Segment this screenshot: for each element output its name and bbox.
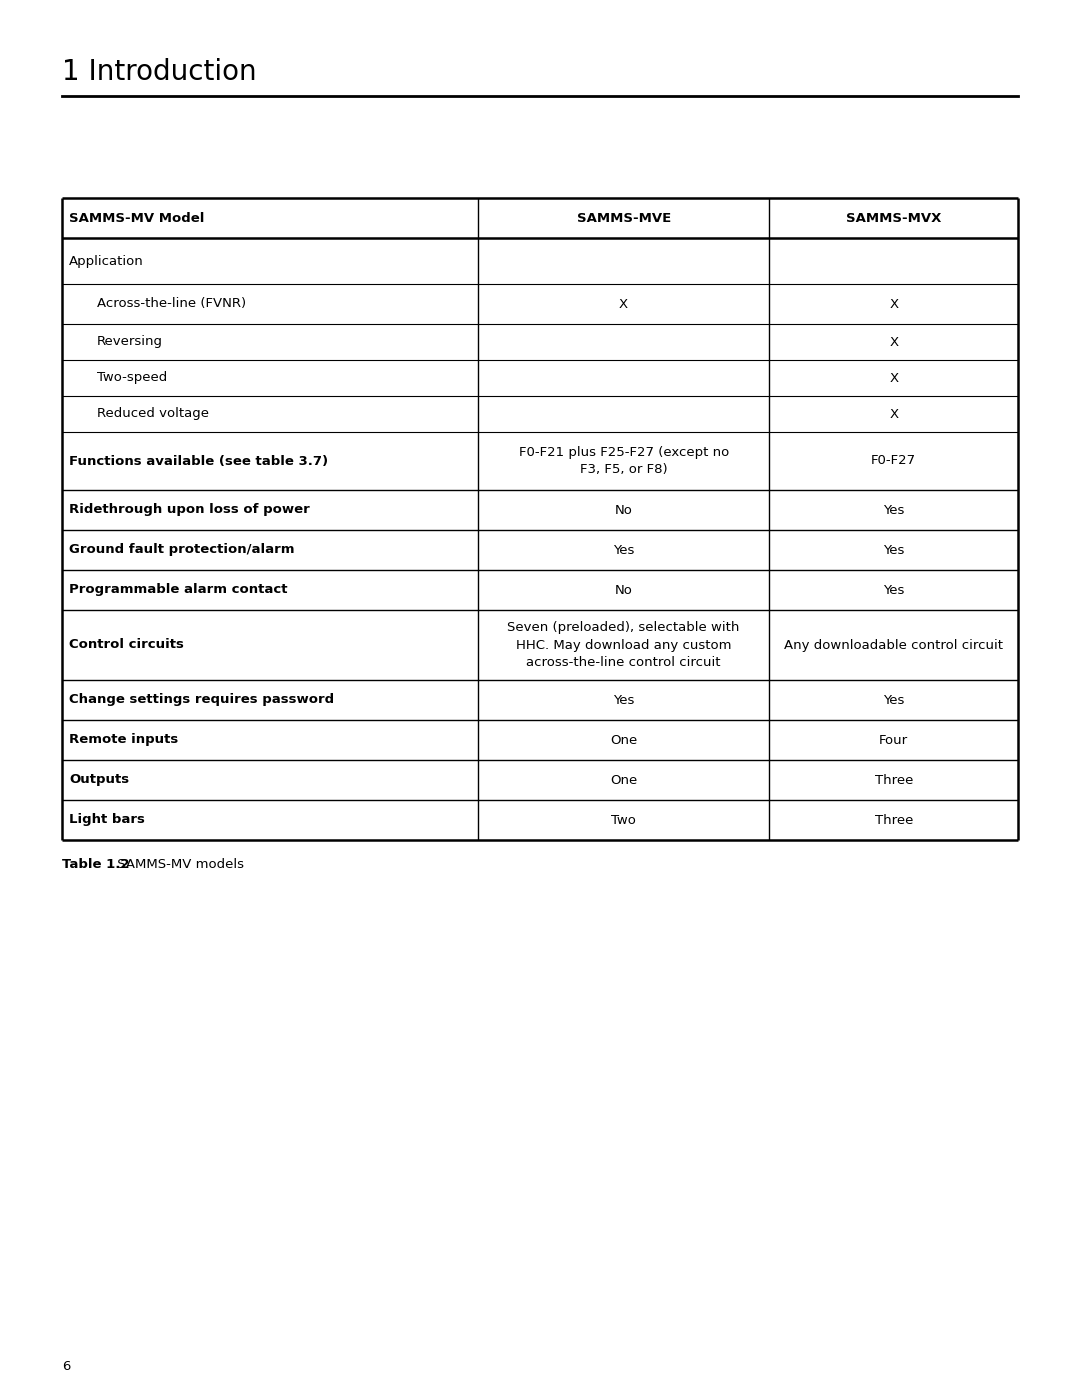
Text: Ridethrough upon loss of power: Ridethrough upon loss of power xyxy=(69,503,310,517)
Text: Yes: Yes xyxy=(613,693,634,707)
Text: No: No xyxy=(615,503,633,517)
Text: Three: Three xyxy=(875,813,913,827)
Text: SAMMS-MV Model: SAMMS-MV Model xyxy=(69,211,204,225)
Text: One: One xyxy=(610,733,637,746)
Text: 1 Introduction: 1 Introduction xyxy=(62,59,257,87)
Text: Outputs: Outputs xyxy=(69,774,130,787)
Text: Light bars: Light bars xyxy=(69,813,145,827)
Text: One: One xyxy=(610,774,637,787)
Text: Programmable alarm contact: Programmable alarm contact xyxy=(69,584,287,597)
Text: Seven (preloaded), selectable with
HHC. May download any custom
across-the-line : Seven (preloaded), selectable with HHC. … xyxy=(508,622,740,669)
Text: X: X xyxy=(889,408,899,420)
Text: Reversing: Reversing xyxy=(97,335,163,348)
Text: Table 1.2: Table 1.2 xyxy=(62,858,130,870)
Text: Control circuits: Control circuits xyxy=(69,638,184,651)
Text: Ground fault protection/alarm: Ground fault protection/alarm xyxy=(69,543,295,556)
Text: Application: Application xyxy=(69,254,144,267)
Text: F0-F21 plus F25-F27 (except no
F3, F5, or F8): F0-F21 plus F25-F27 (except no F3, F5, o… xyxy=(518,446,729,476)
Text: X: X xyxy=(619,298,629,310)
Text: Functions available (see table 3.7): Functions available (see table 3.7) xyxy=(69,454,328,468)
Text: Yes: Yes xyxy=(883,543,904,556)
Text: Four: Four xyxy=(879,733,908,746)
Text: Yes: Yes xyxy=(883,693,904,707)
Text: Reduced voltage: Reduced voltage xyxy=(97,408,210,420)
Text: Three: Three xyxy=(875,774,913,787)
Text: F0-F27: F0-F27 xyxy=(872,454,916,468)
Text: Yes: Yes xyxy=(883,584,904,597)
Text: X: X xyxy=(889,298,899,310)
Text: No: No xyxy=(615,584,633,597)
Text: SAMMS-MVE: SAMMS-MVE xyxy=(577,211,671,225)
Text: 6: 6 xyxy=(62,1361,70,1373)
Text: Two: Two xyxy=(611,813,636,827)
Text: Change settings requires password: Change settings requires password xyxy=(69,693,334,707)
Text: X: X xyxy=(889,335,899,348)
Text: Two-speed: Two-speed xyxy=(97,372,167,384)
Text: Yes: Yes xyxy=(883,503,904,517)
Text: X: X xyxy=(889,372,899,384)
Text: Yes: Yes xyxy=(613,543,634,556)
Text: Any downloadable control circuit: Any downloadable control circuit xyxy=(784,638,1003,651)
Text: Across-the-line (FVNR): Across-the-line (FVNR) xyxy=(97,298,246,310)
Text: SAMMS-MVX: SAMMS-MVX xyxy=(846,211,942,225)
Text: Remote inputs: Remote inputs xyxy=(69,733,178,746)
Text: SAMMS-MV models: SAMMS-MV models xyxy=(113,858,244,870)
